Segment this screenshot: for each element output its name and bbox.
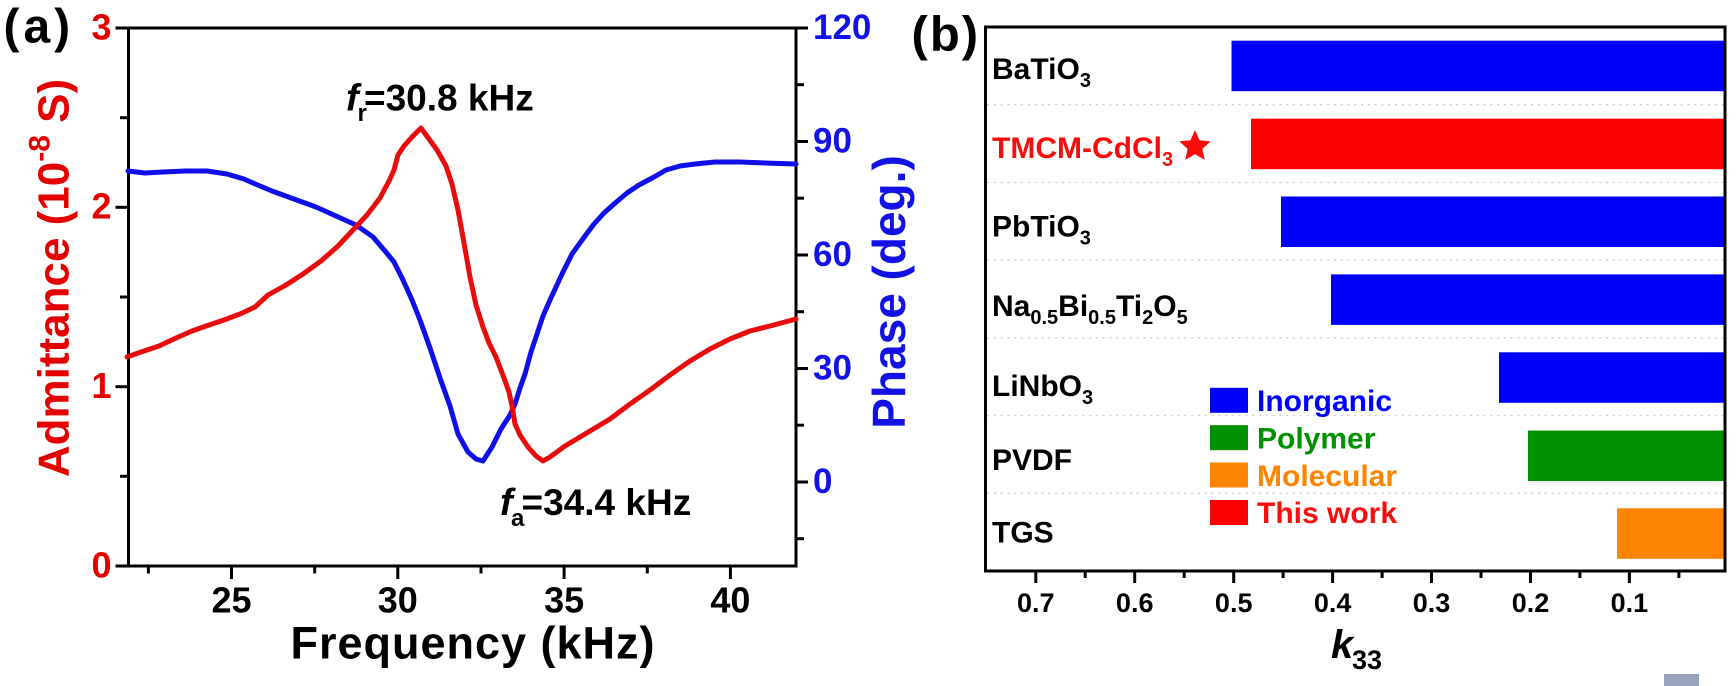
svg-text:=34.4 kHz: =34.4 kHz [522,482,692,523]
svg-text:0: 0 [813,462,832,501]
svg-text:Inorganic: Inorganic [1257,385,1392,418]
svg-text:30: 30 [378,580,418,621]
svg-text:0.7: 0.7 [1017,588,1055,618]
svg-text:90: 90 [813,122,852,161]
svg-text:(a): (a) [4,1,75,54]
svg-text:35: 35 [544,580,584,621]
svg-text:PVDF: PVDF [992,444,1072,477]
svg-text:BaTiO3: BaTiO3 [992,53,1091,92]
svg-text:k: k [1331,623,1355,667]
svg-text:Frequency (kHz): Frequency (kHz) [290,618,655,669]
svg-text:Molecular: Molecular [1257,460,1397,493]
svg-text:40: 40 [710,580,750,621]
svg-text:60: 60 [813,235,852,274]
svg-text:PbTiO3: PbTiO3 [992,211,1091,250]
svg-text:0.4: 0.4 [1314,588,1352,618]
svg-text:0: 0 [91,544,111,585]
svg-text:30: 30 [813,349,852,388]
svg-text:r: r [358,100,367,127]
svg-text:0.3: 0.3 [1413,588,1451,618]
svg-text:a: a [511,505,525,532]
svg-text:0.5: 0.5 [1215,588,1253,618]
svg-text:(b): (b) [912,8,981,62]
svg-text:Phase (deg.): Phase (deg.) [863,155,915,429]
svg-text:LiNbO3: LiNbO3 [992,370,1093,409]
svg-text:0.1: 0.1 [1611,588,1649,618]
svg-text:f: f [500,482,516,524]
svg-text:TGS: TGS [992,517,1054,550]
svg-text:3: 3 [91,6,111,47]
svg-text:0.2: 0.2 [1512,588,1550,618]
svg-text:TMCM-CdCl3: TMCM-CdCl3 [992,132,1173,171]
svg-text:1: 1 [91,365,111,406]
svg-text:This work: This work [1257,497,1397,530]
svg-text:=30.8 kHz: =30.8 kHz [364,78,534,119]
svg-text:120: 120 [813,8,871,47]
svg-text:33: 33 [1352,645,1382,675]
svg-text:Polymer: Polymer [1257,422,1376,455]
svg-text:0.6: 0.6 [1116,588,1154,618]
svg-text:f: f [346,78,362,120]
svg-text:2: 2 [91,186,111,227]
svg-text:25: 25 [211,580,251,621]
